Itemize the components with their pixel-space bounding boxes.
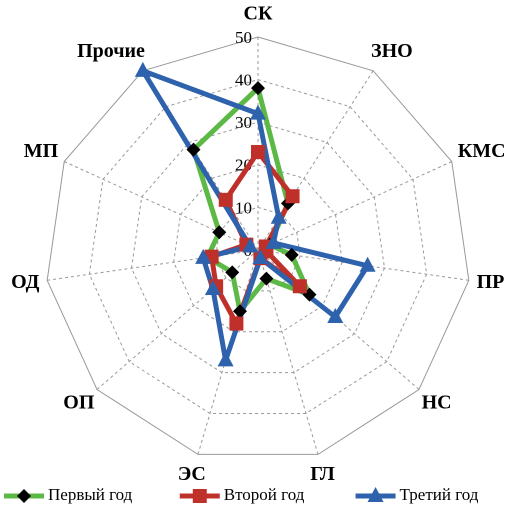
category-label: ОД: [11, 271, 40, 293]
data-point: [292, 279, 307, 294]
data-point: [327, 307, 344, 323]
data-point: [186, 142, 201, 157]
category-label: ОП: [63, 391, 95, 413]
legend-marker: [17, 489, 31, 503]
tick-label: 10: [235, 198, 252, 217]
data-point: [232, 304, 247, 319]
tick-label: 50: [235, 28, 252, 47]
data-point: [251, 145, 265, 160]
data-point: [265, 233, 282, 249]
legend-label: Третий год: [400, 485, 479, 504]
legend-label: Первый год: [48, 485, 133, 504]
data-point: [242, 237, 259, 253]
tick-label: 40: [235, 71, 252, 90]
category-label: ПР: [477, 271, 505, 293]
category-label: ЭС: [178, 463, 206, 485]
data-point: [285, 189, 300, 204]
category-label: МП: [24, 140, 59, 162]
data-point: [212, 225, 227, 240]
grid-ring: [173, 164, 343, 333]
category-label: КМС: [458, 140, 506, 162]
data-point: [251, 81, 265, 96]
data-point: [359, 256, 376, 272]
data-point: [225, 265, 240, 280]
data-point: [229, 316, 244, 331]
category-label: ЗНО: [371, 40, 413, 62]
data-point: [270, 208, 287, 224]
category-label: ГЛ: [310, 463, 335, 485]
data-point: [218, 192, 233, 207]
series-line: [209, 149, 303, 327]
category-label: Прочие: [77, 40, 145, 62]
legend-marker: [367, 487, 384, 502]
data-point: [250, 104, 266, 120]
data-point: [259, 271, 274, 286]
data-point: [195, 248, 212, 264]
category-label: СК: [244, 3, 273, 25]
grid-ring: [130, 121, 386, 374]
data-point: [204, 280, 221, 296]
legend-label: Второй год: [224, 485, 305, 504]
grid-ring: [46, 36, 470, 455]
tick-label: 30: [235, 113, 252, 132]
data-point: [134, 61, 151, 77]
data-point: [217, 351, 234, 367]
category-label: НС: [422, 391, 452, 413]
legend-marker: [192, 489, 207, 503]
data-point: [252, 249, 269, 265]
grid-ring: [88, 79, 428, 414]
data-point: [284, 247, 299, 262]
